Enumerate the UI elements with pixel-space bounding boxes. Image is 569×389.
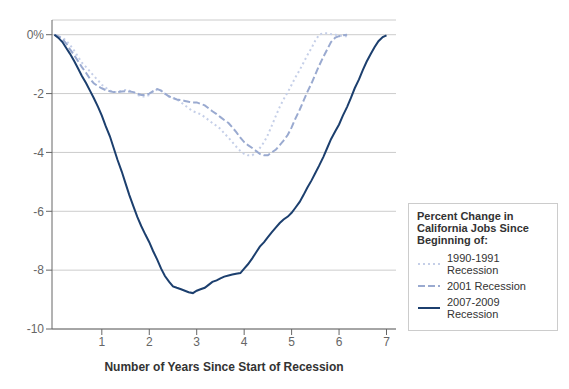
html-text:2001 Recession: 2001 Recession bbox=[447, 280, 526, 292]
svg-text:-2: -2 bbox=[33, 87, 44, 101]
svg-text:Number of Years Since Start of: Number of Years Since Start of Recession bbox=[104, 360, 343, 374]
svg-text:1: 1 bbox=[98, 335, 105, 349]
svg-text:3: 3 bbox=[193, 335, 200, 349]
svg-text:-8: -8 bbox=[33, 263, 44, 277]
svg-text:-4: -4 bbox=[33, 146, 44, 160]
svg-text:-10: -10 bbox=[27, 322, 45, 336]
html-text:1990-1991 Recession: 1990-1991 Recession bbox=[447, 252, 500, 276]
svg-text:0%: 0% bbox=[27, 28, 45, 42]
svg-text:6: 6 bbox=[336, 335, 343, 349]
svg-text:-6: -6 bbox=[33, 205, 44, 219]
html-text:2007-2009 Recession: 2007-2009 Recession bbox=[447, 296, 500, 320]
html-text:Percent Change in California J: Percent Change in California Jobs Since … bbox=[417, 210, 529, 246]
svg-text:4: 4 bbox=[241, 335, 248, 349]
svg-text:5: 5 bbox=[288, 335, 295, 349]
svg-text:7: 7 bbox=[383, 335, 390, 349]
svg-text:2: 2 bbox=[146, 335, 153, 349]
